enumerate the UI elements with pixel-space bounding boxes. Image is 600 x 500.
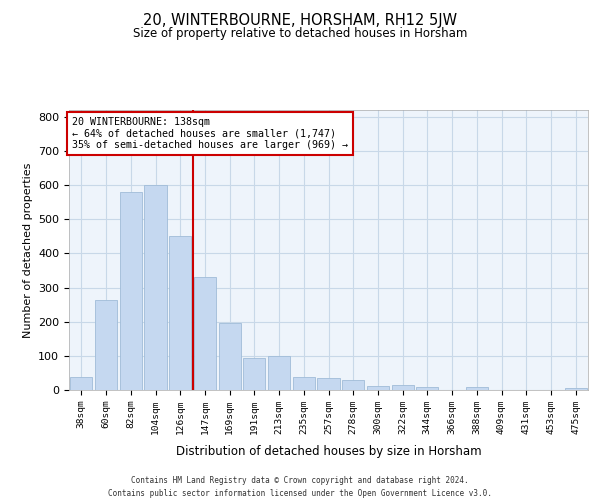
Bar (416, 386, 439, 390)
Bar (169, 236, 191, 390)
Text: 20, WINTERBOURNE, HORSHAM, RH12 5JW: 20, WINTERBOURNE, HORSHAM, RH12 5JW (143, 12, 457, 28)
Text: Size of property relative to detached houses in Horsham: Size of property relative to detached ho… (133, 28, 467, 40)
Bar (145, 185, 167, 390)
Bar (194, 278, 216, 390)
Bar (243, 358, 265, 390)
Bar (218, 324, 241, 390)
Bar (466, 388, 488, 390)
Bar (392, 385, 414, 390)
Y-axis label: Number of detached properties: Number of detached properties (23, 162, 32, 338)
X-axis label: Distribution of detached houses by size in Horsham: Distribution of detached houses by size … (176, 446, 481, 458)
Bar (342, 380, 364, 390)
Bar (95, 300, 117, 390)
Bar (565, 388, 587, 390)
Bar (119, 192, 142, 390)
Bar (317, 378, 340, 390)
Bar (268, 356, 290, 390)
Text: Contains HM Land Registry data © Crown copyright and database right 2024.
Contai: Contains HM Land Registry data © Crown c… (108, 476, 492, 498)
Bar (70, 378, 92, 390)
Bar (293, 378, 315, 390)
Text: 20 WINTERBOURNE: 138sqm
← 64% of detached houses are smaller (1,747)
35% of semi: 20 WINTERBOURNE: 138sqm ← 64% of detache… (71, 117, 347, 150)
Bar (367, 386, 389, 390)
